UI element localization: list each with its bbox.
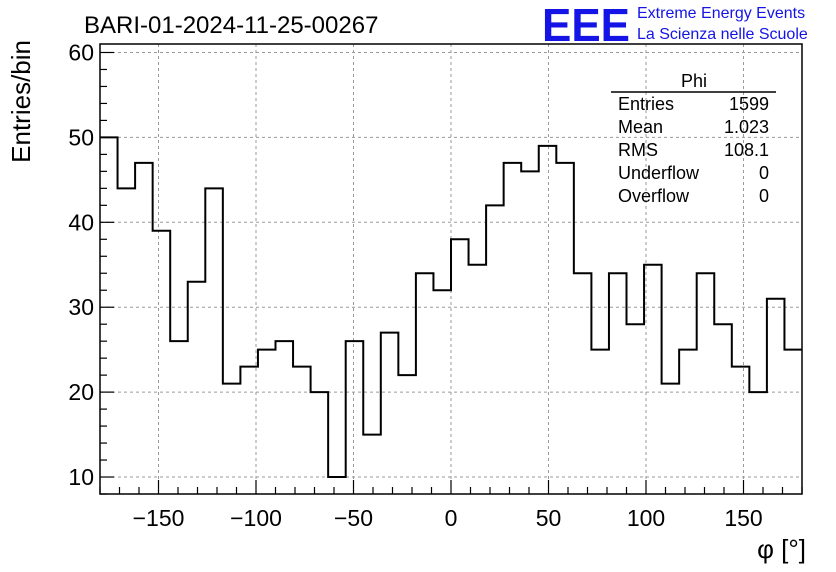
logo-line-1: Extreme Energy Events	[637, 5, 805, 22]
axis-ticks	[99, 51, 803, 495]
x-tick-label: 50	[536, 505, 562, 531]
stats-label-underflow: Underflow	[618, 163, 700, 183]
logo-line-2: La Scienza nelle Scuole	[637, 26, 808, 43]
stats-value-entries: 1599	[729, 94, 769, 114]
stats-label-rms: RMS	[618, 140, 658, 160]
x-tick-label: 0	[445, 505, 458, 531]
eee-logo: EEE Extreme Energy Events La Scienza nel…	[542, 0, 808, 51]
chart-title: BARI-01-2024-11-25-00267	[84, 12, 378, 39]
stats-value-overflow: 0	[759, 186, 769, 206]
histogram-line	[100, 136, 802, 479]
stats-value-rms: 108.1	[724, 140, 769, 160]
y-tick-label: 10	[68, 464, 94, 490]
x-tick-label: 100	[627, 505, 665, 531]
y-tick-label: 60	[68, 39, 94, 65]
stats-value-underflow: 0	[759, 163, 769, 183]
stats-label-overflow: Overflow	[618, 186, 690, 206]
stats-label-mean: Mean	[618, 117, 663, 137]
x-tick-label: −100	[230, 505, 282, 531]
y-tick-label: 20	[68, 379, 94, 405]
stats-box-title: Phi	[681, 71, 707, 91]
y-axis-title: Entries/bin	[6, 40, 36, 163]
axis-tick-labels: −150 −100 −50 0 50 100 150 10 20 30 40 50 60	[68, 39, 762, 531]
stats-box: Phi Entries 1599 Mean 1.023 RMS 108.1 Un…	[611, 71, 776, 206]
x-tick-label: 150	[724, 505, 762, 531]
stats-label-entries: Entries	[618, 94, 674, 114]
y-tick-label: 30	[68, 294, 94, 320]
x-tick-label: −150	[133, 505, 185, 531]
y-tick-label: 40	[68, 209, 94, 235]
stats-value-mean: 1.023	[724, 117, 769, 137]
x-tick-label: −50	[334, 505, 373, 531]
y-tick-label: 50	[68, 124, 94, 150]
grid-lines	[100, 44, 802, 494]
eee-logo-mark: EEE	[542, 0, 630, 51]
x-axis-title: φ [°]	[757, 534, 806, 564]
